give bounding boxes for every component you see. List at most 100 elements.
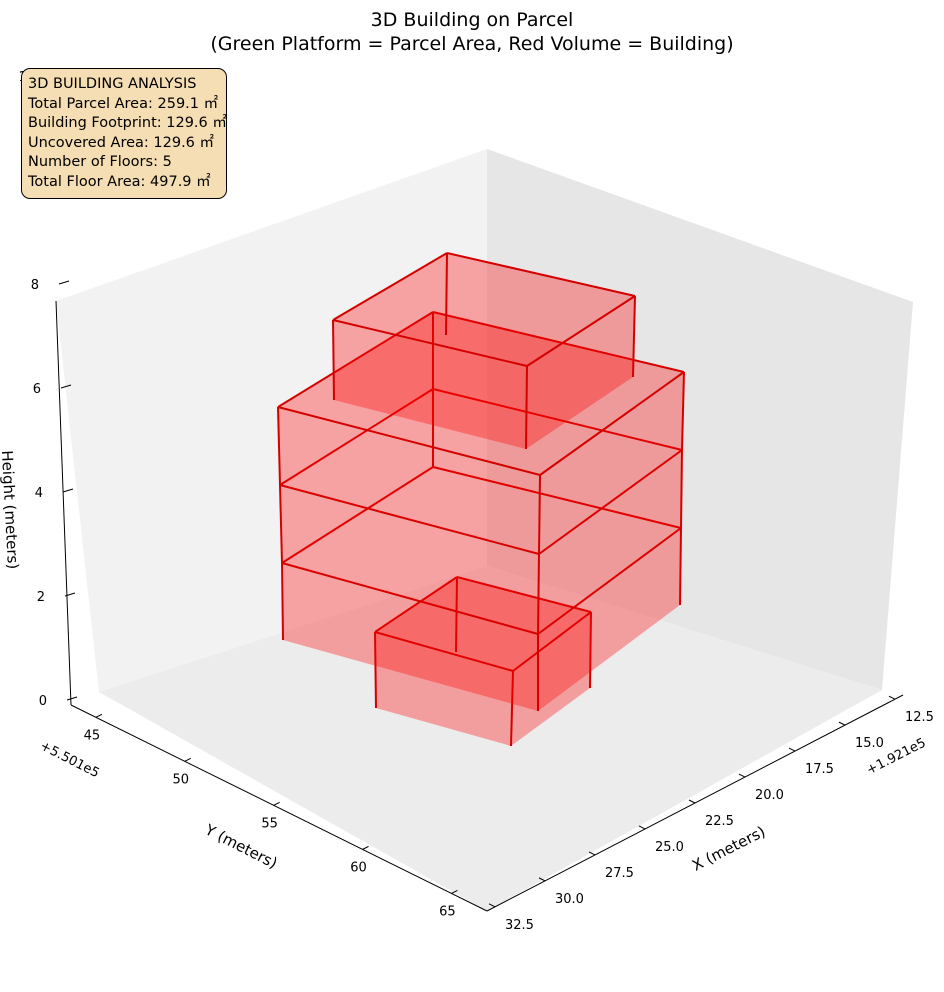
floor-4-edge <box>277 406 281 486</box>
floor-1-face <box>375 632 513 746</box>
x-tick-label: 27.5 <box>605 866 634 881</box>
z-tick-label: 4 <box>35 486 43 501</box>
x-tick-mark <box>838 721 846 726</box>
floor-5-edge <box>332 319 335 401</box>
x-axis-label: X (meters) <box>689 822 768 874</box>
info-line-uncovered: Uncovered Area: 129.6 ㎡ <box>28 134 215 151</box>
x-tick-mark <box>738 773 746 778</box>
floor-5-edge <box>526 295 636 367</box>
floor-5-edge <box>446 252 636 297</box>
pane-right <box>487 149 913 690</box>
floor-3-edge <box>538 449 683 555</box>
floor-2-edge <box>432 466 682 529</box>
floor-5-edge <box>525 365 528 450</box>
z-tick-mark <box>60 384 72 389</box>
y-tick-mark <box>451 889 458 894</box>
x-tick-label: 15.0 <box>855 736 884 751</box>
axes-panes <box>56 149 913 911</box>
info-line-heading: 3D BUILDING ANALYSIS <box>28 76 197 92</box>
floor-5-edge <box>332 252 448 321</box>
floor-1-edge <box>374 576 458 633</box>
floor-5-edge <box>632 295 636 378</box>
floor-2-edge <box>281 562 539 635</box>
pane-floor <box>99 566 882 911</box>
x-tick-mark <box>688 799 696 804</box>
x-tick-label: 25.0 <box>655 840 684 855</box>
x-tick-mark <box>638 825 646 830</box>
y-tick-mark <box>95 713 103 718</box>
x-tick-label: 20.0 <box>755 788 784 803</box>
x-tick-label: 32.5 <box>505 918 534 933</box>
x-tick-mark <box>588 851 596 856</box>
floor-4-face <box>278 312 684 475</box>
floor-3-edge <box>279 484 540 555</box>
floor-4-edge <box>277 406 541 476</box>
y-tick-label: 45 <box>84 728 101 743</box>
x-tick-label: 17.5 <box>805 762 834 777</box>
floor-4-face <box>539 372 684 554</box>
z-axis-line <box>55 300 72 706</box>
floor-5-edge <box>445 252 448 336</box>
floor-5-face <box>333 320 527 449</box>
y-axis-offset: +5.501e5 <box>37 739 101 782</box>
floor-3-edge <box>537 553 540 635</box>
y-tick-label: 50 <box>173 772 190 787</box>
info-line-floor-area: Total Floor Area: 497.9 ㎡ <box>28 173 211 190</box>
chart-title: 3D Building on Parcel <box>371 9 574 31</box>
x-tick-mark <box>538 877 546 882</box>
z-tick-mark <box>66 696 78 701</box>
floor-4-edge <box>539 371 685 476</box>
floor-1-face <box>511 612 591 746</box>
floor-2-edge <box>537 527 682 635</box>
z-tick-label: 0 <box>39 694 47 709</box>
floor-2-edge <box>679 527 682 606</box>
floor-4-face <box>278 407 540 554</box>
floor-1-edge <box>374 631 514 672</box>
chart-subtitle: (Green Platform = Parcel Area, Red Volum… <box>210 33 733 55</box>
pane-left <box>56 149 487 692</box>
z-tick-mark <box>64 592 76 597</box>
x-tick-mark <box>488 903 496 908</box>
x-tick-mark <box>888 695 896 700</box>
y-axis-line <box>70 704 488 912</box>
floor-3-face <box>538 450 682 634</box>
y-tick-mark <box>362 845 369 850</box>
analysis-info-box: 3D BUILDING ANALYSIS Total Parcel Area: … <box>21 68 227 199</box>
x-tick-label: 22.5 <box>705 814 734 829</box>
floor-2-face <box>538 528 681 711</box>
z-tick-label: 2 <box>37 590 45 605</box>
tick-labels: 02468101214455055606512.515.017.520.022.… <box>18 70 934 933</box>
floor-1-edge <box>455 576 458 653</box>
floor-1-edge <box>510 670 514 747</box>
y-tick-mark <box>184 757 192 762</box>
floor-3-edge <box>432 388 683 451</box>
floor-4-edge <box>432 311 685 373</box>
x-tick-mark <box>788 747 796 752</box>
y-tick-label: 65 <box>439 904 456 919</box>
floor-5-face <box>526 296 635 449</box>
y-tick-label: 60 <box>350 860 367 875</box>
floor-4-edge <box>681 371 685 451</box>
z-tick-mark <box>58 280 70 285</box>
z-tick-label: 6 <box>33 382 41 397</box>
info-line-floors: Number of Floors: 5 <box>28 154 172 170</box>
floor-1-edge <box>456 576 592 613</box>
floor-4-edge <box>538 474 541 555</box>
z-tick-label: 8 <box>31 278 39 293</box>
building-volume <box>277 252 685 747</box>
floor-3-edge <box>279 388 434 486</box>
floor-4-edge <box>277 311 434 408</box>
floor-1-edge <box>374 631 377 709</box>
floor-3-edge <box>680 449 683 529</box>
y-tick-label: 55 <box>261 816 278 831</box>
x-tick-label: 30.0 <box>555 892 584 907</box>
floor-1-edge <box>512 611 592 672</box>
floor-1-edge <box>589 611 592 689</box>
floor-2-edge <box>281 466 434 564</box>
x-tick-label: 12.5 <box>905 710 934 725</box>
floor-2-edge <box>281 562 284 641</box>
info-line-footprint: Building Footprint: 129.6 ㎡ <box>28 115 227 131</box>
z-tick-mark <box>62 488 74 493</box>
info-line-parcel-area: Total Parcel Area: 259.1 ㎡ <box>28 95 219 112</box>
